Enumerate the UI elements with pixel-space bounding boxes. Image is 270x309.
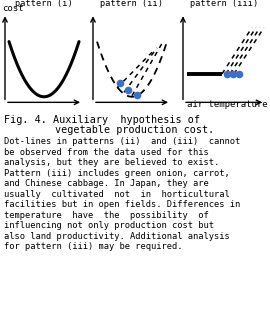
Text: temperature  have  the  possibility  of: temperature have the possibility of xyxy=(4,211,209,220)
Text: also land productivity. Additional analysis: also land productivity. Additional analy… xyxy=(4,232,230,241)
Text: Fig. 4. Auxiliary  hypothesis of: Fig. 4. Auxiliary hypothesis of xyxy=(4,115,200,125)
Text: influencing not only production cost but: influencing not only production cost but xyxy=(4,221,214,230)
Text: analysis, but they are believed to exist.: analysis, but they are believed to exist… xyxy=(4,158,219,167)
Text: pattern (iii): pattern (iii) xyxy=(190,0,258,8)
Text: Pattern (iii) includes green onion, carrot,: Pattern (iii) includes green onion, carr… xyxy=(4,169,230,178)
Text: usually  cultivated  not  in  horticultural: usually cultivated not in horticultural xyxy=(4,190,230,199)
Text: pattern (ii): pattern (ii) xyxy=(100,0,164,8)
Text: Dot-lines in patterns (ii)  and (iii)  cannot: Dot-lines in patterns (ii) and (iii) can… xyxy=(4,137,240,146)
Text: be observed from the data used for this: be observed from the data used for this xyxy=(4,148,209,157)
Text: vegetable production cost.: vegetable production cost. xyxy=(55,125,215,135)
Text: air temperature: air temperature xyxy=(187,100,268,109)
Text: for pattern (iii) may be required.: for pattern (iii) may be required. xyxy=(4,242,183,251)
Text: cost: cost xyxy=(2,4,23,14)
Text: and Chinese cabbage. In Japan, they are: and Chinese cabbage. In Japan, they are xyxy=(4,179,209,188)
Text: facilities but in open fields. Differences in: facilities but in open fields. Differenc… xyxy=(4,200,240,209)
Text: pattern (i): pattern (i) xyxy=(15,0,73,8)
